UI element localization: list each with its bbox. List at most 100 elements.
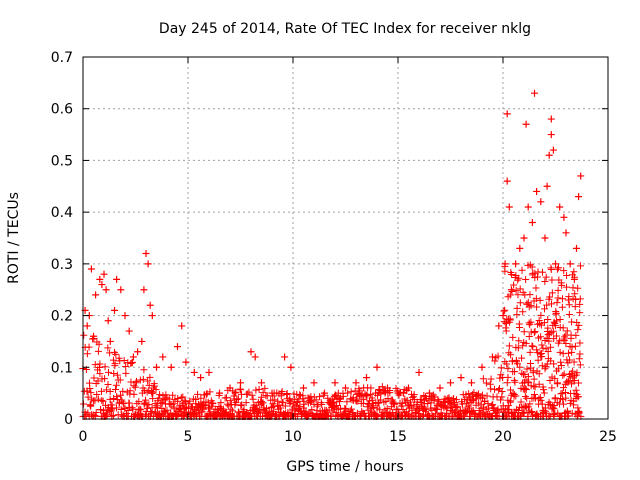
data-point — [537, 198, 545, 206]
data-point — [173, 411, 181, 419]
data-point — [524, 373, 532, 381]
data-point — [510, 376, 518, 384]
data-point — [120, 356, 128, 364]
data-point — [554, 264, 562, 272]
data-point — [320, 391, 328, 399]
data-point — [545, 151, 553, 159]
data-point — [505, 203, 513, 211]
data-point — [547, 265, 555, 273]
data-point — [131, 383, 139, 391]
data-point-cloud — [79, 261, 585, 420]
data-point — [232, 388, 240, 396]
data-point — [541, 234, 549, 242]
data-point — [505, 342, 513, 350]
data-point — [468, 379, 475, 387]
data-point — [547, 300, 555, 308]
data-point — [133, 400, 141, 408]
data-point — [541, 278, 549, 286]
data-point — [538, 341, 546, 349]
data-point — [507, 386, 515, 394]
data-point — [575, 321, 583, 329]
data-point — [571, 303, 579, 311]
data-point — [145, 381, 153, 389]
data-point — [506, 315, 514, 323]
data-point — [162, 391, 170, 399]
data-point — [533, 273, 541, 281]
data-point — [271, 411, 279, 419]
data-point — [536, 393, 544, 401]
data-point — [138, 337, 146, 345]
data-point — [94, 377, 102, 385]
data-point — [563, 283, 571, 291]
data-point — [87, 402, 95, 410]
data-point — [519, 409, 527, 417]
data-point — [84, 409, 92, 417]
data-point — [507, 397, 515, 405]
data-point — [367, 390, 375, 398]
data-point — [575, 193, 583, 201]
data-point — [300, 384, 307, 392]
data-point — [549, 327, 557, 335]
data-point — [96, 370, 104, 378]
data-point — [507, 269, 515, 277]
data-point — [501, 262, 509, 270]
data-point — [512, 286, 520, 294]
data-point — [454, 403, 462, 411]
data-point — [465, 404, 473, 412]
data-point — [363, 392, 371, 400]
data-point — [573, 369, 581, 377]
data-point — [296, 391, 304, 399]
data-point — [391, 400, 399, 408]
data-point — [565, 412, 573, 420]
data-point — [537, 311, 545, 319]
data-point — [167, 363, 175, 371]
data-point — [499, 312, 507, 320]
data-point — [554, 294, 562, 302]
data-point — [312, 396, 320, 404]
data-point — [119, 411, 127, 419]
data-point — [106, 337, 114, 345]
data-point — [107, 407, 115, 415]
data-point — [472, 395, 480, 403]
data-point — [360, 409, 368, 417]
data-point — [360, 395, 368, 403]
data-point — [259, 399, 267, 407]
data-point — [190, 368, 198, 376]
data-point — [98, 281, 106, 289]
data-point — [528, 342, 536, 350]
data-point — [135, 398, 143, 406]
data-point — [283, 390, 291, 398]
data-point — [540, 386, 548, 394]
data-point — [139, 375, 147, 383]
data-point — [522, 339, 530, 347]
data-point — [483, 392, 491, 400]
data-point — [522, 276, 530, 284]
data-point — [226, 397, 234, 405]
data-point — [356, 387, 364, 395]
data-point — [546, 377, 554, 385]
data-point — [571, 342, 579, 350]
data-point — [110, 369, 118, 377]
data-point — [101, 363, 109, 371]
data-point — [535, 380, 543, 388]
data-point — [572, 386, 580, 394]
data-point — [532, 295, 540, 303]
data-point — [103, 411, 111, 419]
data-point — [495, 386, 503, 394]
data-point — [514, 291, 522, 299]
data-point — [556, 348, 564, 356]
data-point — [281, 353, 289, 361]
data-point — [494, 352, 502, 360]
data-point — [436, 384, 444, 392]
data-point — [478, 363, 486, 371]
data-point — [369, 403, 377, 411]
data-point — [145, 401, 153, 409]
data-point — [249, 395, 257, 403]
data-point — [197, 374, 205, 382]
data-point — [559, 384, 567, 392]
data-point — [530, 382, 538, 390]
data-point — [347, 388, 355, 396]
data-point — [129, 353, 137, 361]
data-point — [540, 319, 548, 327]
data-point — [531, 89, 538, 97]
